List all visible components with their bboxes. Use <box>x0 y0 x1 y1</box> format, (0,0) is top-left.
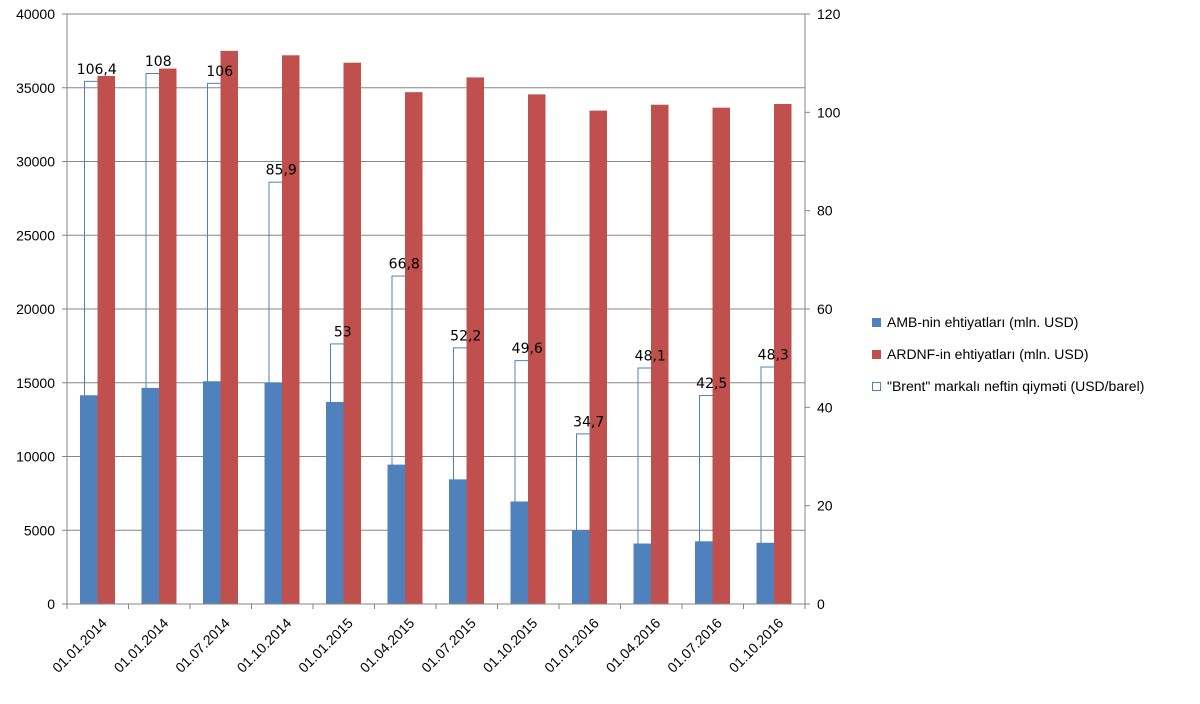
brent-data-label: 106 <box>206 64 233 80</box>
bar-ardnf <box>97 75 115 604</box>
legend-item-amb: AMB-nin ehtiyatları (mln. USD) <box>872 312 1144 332</box>
y-tick-label: 20000 <box>16 301 55 317</box>
bar-ardnf <box>405 92 423 605</box>
bar-amb <box>572 530 590 604</box>
y-tick-label: 40000 <box>16 6 55 22</box>
bar-ardnf <box>282 55 300 605</box>
y-tick-label: 30000 <box>16 154 55 170</box>
bar-ardnf <box>343 62 361 605</box>
x-tick-label: 01.04.2016 <box>603 615 664 676</box>
bar-amb <box>80 395 98 604</box>
y2-tick-label: 120 <box>817 6 841 22</box>
bar-ardnf <box>159 68 177 604</box>
brent-data-label: 49,6 <box>512 341 543 357</box>
data-labels: 106,4 108 106 85,9 53 66,8 52,2 49,6 34,7 48,1 42,… <box>77 54 789 430</box>
x-tick-label: 01.07.2016 <box>664 615 725 676</box>
x-tick-label: 01.07.2015 <box>418 615 479 676</box>
axes <box>62 13 810 609</box>
bar-amb <box>695 541 713 604</box>
legend-item-ardnf: ARDNF-in ehtiyatları (mln. USD) <box>872 344 1144 364</box>
y-tick-label: 10000 <box>16 449 55 465</box>
x-tick-label: 01.01.2015 <box>295 615 356 676</box>
brent-data-label: 48,1 <box>635 349 666 365</box>
brent-data-label: 66,8 <box>389 257 420 273</box>
legend-label-brent: "Brent" markalı neftin qiyməti (USD/bare… <box>887 378 1145 394</box>
legend: AMB-nin ehtiyatları (mln. USD) ARDNF-in … <box>872 312 1144 408</box>
bar-ardnf <box>651 104 669 605</box>
bar-ardnf <box>528 94 546 604</box>
gridlines <box>67 13 805 531</box>
x-tick-label: 01.10.2015 <box>480 615 541 676</box>
y2-tick-label: 0 <box>817 596 825 612</box>
legend-label-ardnf: ARDNF-in ehtiyatları (mln. USD) <box>887 346 1089 362</box>
legend-swatch-ardnf <box>872 349 881 359</box>
legend-swatch-amb <box>872 317 881 327</box>
bar-ardnf <box>712 107 730 604</box>
brent-data-label: 106,4 <box>77 62 117 78</box>
bar-amb <box>633 543 651 604</box>
x-tick-label: 01.10.2014 <box>234 615 295 676</box>
x-tick-label: 01.01.2014 <box>49 615 110 676</box>
y-tick-label: 0 <box>47 596 55 612</box>
x-tick-label: 01.07.2014 <box>172 615 233 676</box>
brent-data-label: 52,2 <box>450 328 481 344</box>
y2-tick-label: 100 <box>817 104 841 120</box>
bar-amb <box>141 387 159 604</box>
brent-data-label: 48,3 <box>758 348 789 364</box>
y-tick-label: 25000 <box>16 227 55 243</box>
bar-ardnf <box>220 50 238 604</box>
bars <box>80 50 792 605</box>
bar-amb <box>756 542 774 604</box>
brent-data-label: 42,5 <box>696 376 727 392</box>
x-tick-label: 01.10.2016 <box>726 615 787 676</box>
x-axis-ticks: 01.01.2014 01.01.2014 01.07.2014 01.10.2014… <box>49 615 787 676</box>
legend-label-amb: AMB-nin ehtiyatları (mln. USD) <box>887 314 1079 330</box>
x-tick-label: 01.04.2015 <box>357 615 418 676</box>
y2-tick-label: 80 <box>817 203 833 219</box>
y-tick-label: 15000 <box>16 375 55 391</box>
legend-swatch-brent <box>872 381 881 391</box>
bar-amb <box>326 401 344 604</box>
bar-amb <box>264 382 282 604</box>
brent-data-label: 85,9 <box>266 163 297 179</box>
brent-data-label: 53 <box>334 324 352 340</box>
brent-data-label: 34,7 <box>573 414 604 430</box>
bar-amb <box>387 464 405 604</box>
bar-amb <box>510 501 528 604</box>
y-tick-label: 35000 <box>16 80 55 96</box>
y-axis-left-ticks: 0 5000 10000 15000 20000 25000 30000 35000 40000 <box>16 6 55 612</box>
y2-tick-label: 60 <box>817 301 833 317</box>
y2-tick-label: 40 <box>817 399 833 415</box>
bar-ardnf <box>466 77 484 605</box>
y-tick-label: 5000 <box>24 522 55 538</box>
x-tick-label: 01.01.2014 <box>111 615 172 676</box>
legend-item-brent: "Brent" markalı neftin qiyməti (USD/bare… <box>872 376 1144 396</box>
y-axis-right-ticks: 0 20 40 60 80 100 120 <box>817 6 841 612</box>
bar-amb <box>449 479 467 604</box>
brent-data-label: 108 <box>145 54 172 70</box>
bar-ardnf <box>774 103 792 604</box>
x-tick-label: 01.01.2016 <box>541 615 602 676</box>
bar-ardnf <box>589 110 607 605</box>
bar-amb <box>203 381 221 604</box>
y2-tick-label: 20 <box>817 498 833 514</box>
